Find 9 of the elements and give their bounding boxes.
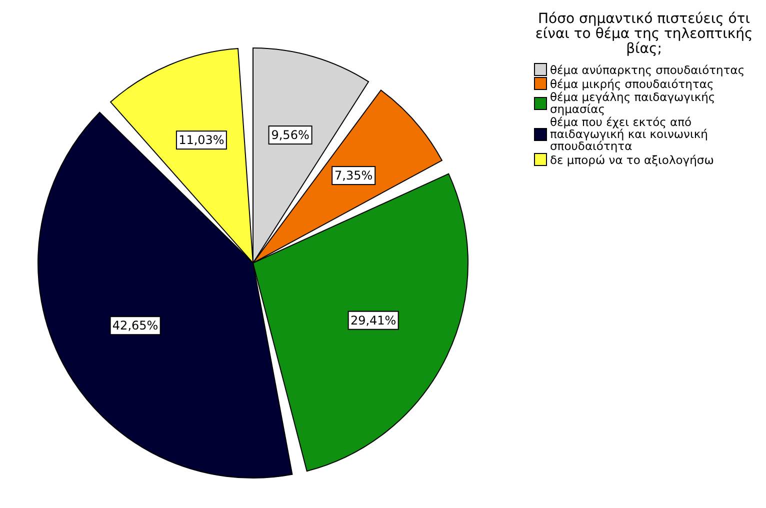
data-label: 9,56% — [271, 128, 310, 142]
legend-label: δε μπορώ να το αξιολογήσω — [550, 152, 714, 166]
legend-label: θέμα μικρής σπουδαιότητας — [550, 76, 714, 90]
data-label: 29,41% — [350, 313, 396, 328]
legend-label: θέμα ανύπαρκτης σπουδαιότητας — [550, 62, 745, 76]
data-label: 11,03% — [178, 133, 224, 148]
legend-title: Πόσο σημαντικό πιστεύεις ότι είναι το θέμα της τηλεοπτικής βίας; — [534, 11, 754, 57]
data-label: 42,65% — [112, 318, 158, 333]
data-label: 7,35% — [334, 168, 373, 183]
